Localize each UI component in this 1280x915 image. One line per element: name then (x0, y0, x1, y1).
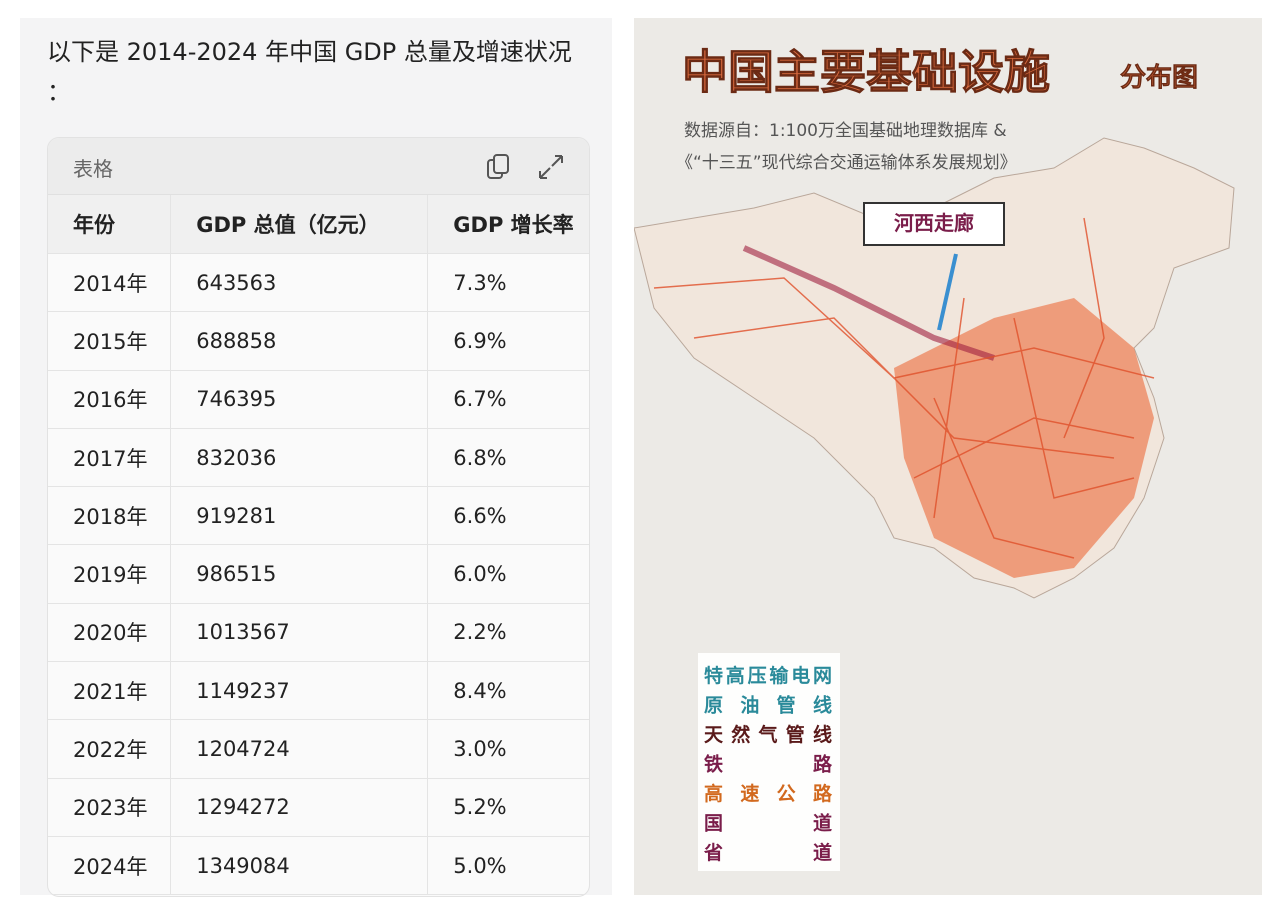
header-cell: 年份 (48, 195, 172, 254)
table-cell: 2022年 (48, 719, 172, 779)
table-cell: 2014年 (48, 253, 172, 313)
header-cell: GDP 增长率 (427, 195, 589, 254)
table-cell: 2019年 (48, 544, 172, 604)
table-cell: 5.0% (427, 836, 589, 896)
table-row: 2024年 1349084 5.0% (48, 836, 589, 896)
toolbar-icons[interactable] (484, 152, 564, 182)
gdp-table: 年份 GDP 总值（亿元） GDP 增长率 2014年 643563 7.3% 2015年 6… (48, 195, 589, 896)
table-cell: 746395 (170, 370, 429, 429)
map-image: 河西走廊 中国主要基础设施 分布图 数据源自：1:100万全国基础地理数据库 &… (634, 18, 1262, 895)
source-line: 《“十三五”现代综合交通运输体系发展规划》 (676, 153, 1017, 173)
table-cell: 1294272 (170, 778, 429, 837)
chat-panel: 以下是 2014-2024 年中国 GDP 总量及增速状况 ： 表格 年份 GDP… (20, 18, 612, 897)
map: 河西走廊 中国主要基础设施 分布图 数据源自：1:100万全国基础地理数据库 &… (634, 18, 1262, 895)
table-label: 表格 (73, 157, 113, 181)
table-cell: 1204724 (170, 719, 429, 779)
intro-text: 以下是 2014-2024 年中国 GDP 总量及增速状况 ： (47, 38, 572, 106)
table-cell: 6.6% (427, 486, 589, 546)
table-cell: 5.2% (427, 778, 589, 837)
legend-item: 天然气管线 (704, 723, 832, 746)
table-card: 表格 年份 GDP 总值（亿元） GDP 增长率 2014年 643563 7.3% 201… (47, 137, 590, 897)
table-cell: 2021年 (48, 661, 172, 721)
table-cell: 6.7% (427, 370, 589, 429)
table-row: 2022年 1204724 3.0% (48, 719, 589, 779)
table-cell: 6.9% (427, 311, 589, 371)
table-cell: 2020年 (48, 603, 172, 663)
table-row: 2023年 1294272 5.2% (48, 778, 589, 837)
table-cell: 2024年 (48, 836, 172, 896)
table-cell: 919281 (170, 486, 429, 546)
table-toolbar: 表格 (48, 138, 589, 195)
table-cell: 1349084 (170, 836, 429, 896)
table-cell: 2016年 (48, 370, 172, 429)
table-cell: 2015年 (48, 311, 172, 371)
table-cell: 2018年 (48, 486, 172, 546)
table-cell: 986515 (170, 544, 429, 604)
map-title-suffix: 分布图 (1120, 63, 1198, 93)
table-cell: 1013567 (170, 603, 429, 663)
table-cell: 6.0% (427, 544, 589, 604)
table-cell: 1149237 (170, 661, 429, 721)
header-cell: GDP 总值（亿元） (170, 195, 429, 254)
table-row: 2020年 1013567 2.2% (48, 603, 589, 663)
table-cell: 7.3% (427, 253, 589, 313)
table-row: 2019年 986515 6.0% (48, 544, 589, 604)
table-row: 2018年 919281 6.6% (48, 486, 589, 546)
table-row: 2015年 688858 6.9% (48, 311, 589, 371)
map-title: 中国主要基础设施 (682, 45, 1050, 99)
table-cell: 832036 (170, 428, 429, 488)
table-cell: 8.4% (427, 661, 589, 721)
table-cell: 2023年 (48, 778, 172, 837)
table-cell: 6.8% (427, 428, 589, 488)
source-line: 数据源自：1:100万全国基础地理数据库 & (684, 121, 1007, 141)
table-cell: 643563 (170, 253, 429, 313)
table-row: 2014年 643563 7.3% (48, 253, 589, 313)
table-row: 2016年 746395 6.7% (48, 370, 589, 429)
table-cell: 2.2% (427, 603, 589, 663)
callout: 河西走廊 (894, 211, 974, 235)
table-row: 2021年 1149237 8.4% (48, 661, 589, 721)
table-cell: 3.0% (427, 719, 589, 779)
table-row: 2017年 832036 6.8% (48, 428, 589, 488)
legend-box (698, 653, 840, 871)
table-cell: 2017年 (48, 428, 172, 488)
table-cell: 688858 (170, 311, 429, 371)
